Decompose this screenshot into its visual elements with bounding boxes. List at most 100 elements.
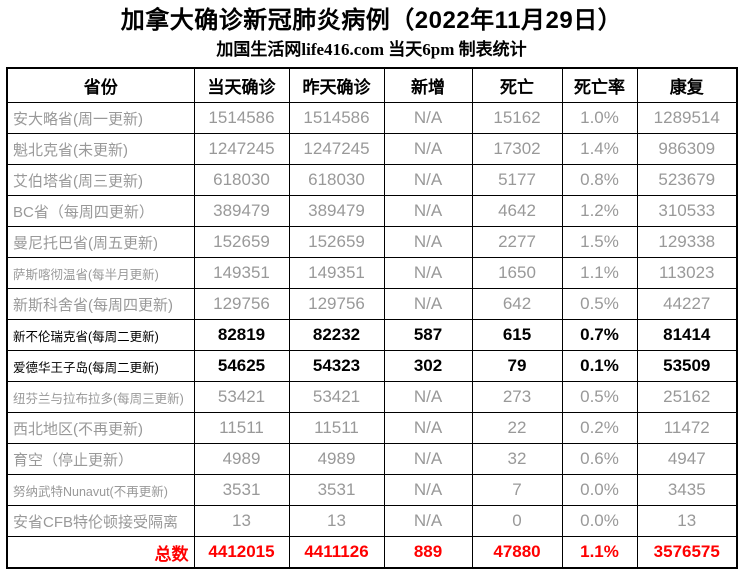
recovered-cell: 4947 (636, 443, 738, 475)
province-cell: 纽芬兰与拉布拉多(每周三更新) (6, 381, 195, 413)
column-header-death-rate: 死亡率 (561, 67, 638, 103)
table-row: 爱德华王子岛(每周二更新) 54625 54323 302 79 0.1% 53509 (6, 350, 738, 382)
deaths-cell: 47880 (471, 536, 563, 569)
new-cases-cell: N/A (383, 288, 473, 320)
today-confirmed-cell: 4412015 (193, 536, 290, 569)
death-rate-cell: 1.0% (561, 102, 638, 134)
today-confirmed-cell: 54625 (193, 350, 290, 382)
new-cases-cell: 889 (383, 536, 473, 569)
today-confirmed-cell: 618030 (193, 164, 290, 196)
page-title: 加拿大确诊新冠肺炎病例（2022年11月29日） (120, 7, 623, 34)
death-rate-cell: 0.5% (561, 288, 638, 320)
death-rate-cell: 0.0% (561, 474, 638, 506)
table-row: 纽芬兰与拉布拉多(每周三更新) 53421 53421 N/A 273 0.5% 25162 (6, 381, 738, 413)
covid-cases-table: 省份 当天确诊 昨天确诊 新增 死亡 死亡率 康复 安大略省(周一更新) 1514… (6, 67, 738, 569)
deaths-cell: 5177 (471, 164, 563, 196)
deaths-cell: 2277 (471, 226, 563, 258)
today-confirmed-cell: 3531 (193, 474, 290, 506)
table-row: 曼尼托巴省(周五更新) 152659 152659 N/A 2277 1.5% 129338 (6, 226, 738, 258)
province-cell: 西北地区(不再更新) (6, 412, 195, 444)
deaths-cell: 32 (471, 443, 563, 475)
deaths-cell: 273 (471, 381, 563, 413)
new-cases-cell: 587 (383, 319, 473, 351)
recovered-cell: 523679 (636, 164, 738, 196)
recovered-cell: 25162 (636, 381, 738, 413)
province-cell: 安省CFB特伦顿接受隔离 (6, 505, 195, 537)
today-confirmed-cell: 152659 (193, 226, 290, 258)
table-row: 安大略省(周一更新) 1514586 1514586 N/A 15162 1.0% 1289… (6, 102, 738, 134)
death-rate-cell: 1.5% (561, 226, 638, 258)
today-confirmed-cell: 149351 (193, 257, 290, 289)
recovered-cell: 81414 (636, 319, 738, 351)
today-confirmed-cell: 53421 (193, 381, 290, 413)
deaths-cell: 15162 (471, 102, 563, 134)
yesterday-confirmed-cell: 389479 (288, 195, 385, 227)
table-row: 努纳武特Nunavut(不再更新) 3531 3531 N/A 7 0.0% 3435 (6, 474, 738, 506)
today-confirmed-cell: 82819 (193, 319, 290, 351)
table-row: 安省CFB特伦顿接受隔离 13 13 N/A 0 0.0% 13 (6, 505, 738, 537)
yesterday-confirmed-cell: 618030 (288, 164, 385, 196)
new-cases-cell: N/A (383, 505, 473, 537)
yesterday-confirmed-cell: 1247245 (288, 133, 385, 165)
table-row: BC省（每周四更新） 389479 389479 N/A 4642 1.2% 310533 (6, 195, 738, 227)
new-cases-cell: 302 (383, 350, 473, 382)
death-rate-cell: 0.2% (561, 412, 638, 444)
table-row: 西北地区(不再更新) 11511 11511 N/A 22 0.2% 11472 (6, 412, 738, 444)
new-cases-cell: N/A (383, 257, 473, 289)
table-row: 新斯科舍省(每周四更新) 129756 129756 N/A 642 0.5% 44227 (6, 288, 738, 320)
recovered-cell: 113023 (636, 257, 738, 289)
today-confirmed-cell: 389479 (193, 195, 290, 227)
recovered-cell: 129338 (636, 226, 738, 258)
yesterday-confirmed-cell: 11511 (288, 412, 385, 444)
table-body: 安大略省(周一更新) 1514586 1514586 N/A 15162 1.0% 1289… (6, 102, 738, 569)
today-confirmed-cell: 11511 (193, 412, 290, 444)
deaths-cell: 615 (471, 319, 563, 351)
column-header-today-confirmed: 当天确诊 (193, 67, 290, 103)
recovered-cell: 13 (636, 505, 738, 537)
yesterday-confirmed-cell: 4989 (288, 443, 385, 475)
recovered-cell: 3435 (636, 474, 738, 506)
province-cell: 努纳武特Nunavut(不再更新) (6, 474, 195, 506)
deaths-cell: 0 (471, 505, 563, 537)
province-cell: 安大略省(周一更新) (6, 102, 195, 134)
deaths-cell: 1650 (471, 257, 563, 289)
death-rate-cell: 0.1% (561, 350, 638, 382)
column-header-new-cases: 新增 (383, 67, 473, 103)
yesterday-confirmed-cell: 152659 (288, 226, 385, 258)
recovered-cell: 44227 (636, 288, 738, 320)
new-cases-cell: N/A (383, 195, 473, 227)
death-rate-cell: 0.6% (561, 443, 638, 475)
death-rate-cell: 0.7% (561, 319, 638, 351)
new-cases-cell: N/A (383, 474, 473, 506)
table-row: 艾伯塔省(周三更新) 618030 618030 N/A 5177 0.8% 523679 (6, 164, 738, 196)
province-cell: 新斯科舍省(每周四更新) (6, 288, 195, 320)
province-cell: 萨斯喀彻温省(每半月更新) (6, 257, 195, 289)
yesterday-confirmed-cell: 129756 (288, 288, 385, 320)
table-row: 魁北克省(未更新) 1247245 1247245 N/A 17302 1.4% 98630… (6, 133, 738, 165)
death-rate-cell: 1.4% (561, 133, 638, 165)
new-cases-cell: N/A (383, 412, 473, 444)
yesterday-confirmed-cell: 149351 (288, 257, 385, 289)
new-cases-cell: N/A (383, 102, 473, 134)
today-confirmed-cell: 1247245 (193, 133, 290, 165)
table-row: 萨斯喀彻温省(每半月更新) 149351 149351 N/A 1650 1.1% 1130… (6, 257, 738, 289)
recovered-cell: 1289514 (636, 102, 738, 134)
table-header-row: 省份 当天确诊 昨天确诊 新增 死亡 死亡率 康复 (6, 67, 738, 103)
recovered-cell: 986309 (636, 133, 738, 165)
province-cell: 总数 (6, 536, 195, 569)
column-header-province: 省份 (6, 67, 195, 103)
today-confirmed-cell: 4989 (193, 443, 290, 475)
deaths-cell: 17302 (471, 133, 563, 165)
death-rate-cell: 0.8% (561, 164, 638, 196)
yesterday-confirmed-cell: 53421 (288, 381, 385, 413)
column-header-yesterday-confirmed: 昨天确诊 (288, 67, 385, 103)
province-cell: BC省（每周四更新） (6, 195, 195, 227)
column-header-recovered: 康复 (636, 67, 738, 103)
table-row: 新不伦瑞克省(每周二更新) 82819 82232 587 615 0.7% 81414 (6, 319, 738, 351)
province-cell: 育空（停止更新） (6, 443, 195, 475)
table-row: 育空（停止更新） 4989 4989 N/A 32 0.6% 4947 (6, 443, 738, 475)
deaths-cell: 4642 (471, 195, 563, 227)
yesterday-confirmed-cell: 13 (288, 505, 385, 537)
table-total-row: 总数 4412015 4411126 889 47880 1.1% 3576575 (6, 536, 738, 569)
new-cases-cell: N/A (383, 381, 473, 413)
